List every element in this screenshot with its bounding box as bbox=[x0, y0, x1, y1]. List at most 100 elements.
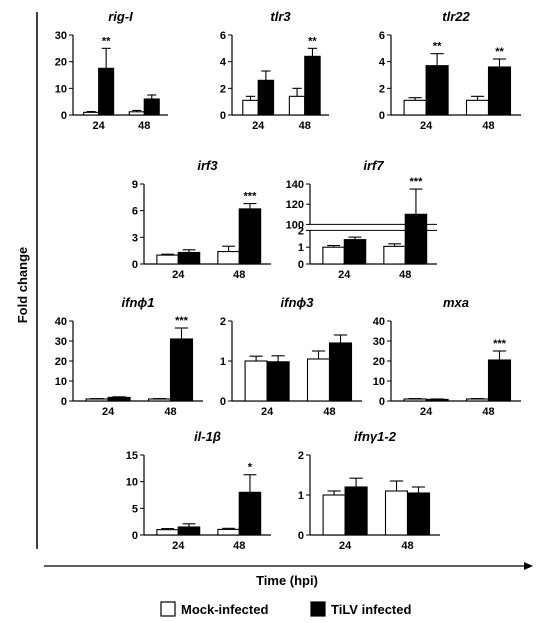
y-tick-label: 9 bbox=[132, 179, 138, 191]
bar-tilv bbox=[238, 208, 262, 265]
x-tick-label: 24 bbox=[261, 406, 274, 418]
bar-tilv bbox=[177, 251, 201, 265]
panel-1: rig-I 0 10 20 30 ** 24 48 bbox=[55, 9, 168, 132]
y-tick-label: 2 bbox=[220, 83, 226, 95]
x-tick-label: 24 bbox=[420, 406, 433, 418]
y-tick-label: 30 bbox=[373, 336, 385, 348]
panel-title: rig-I bbox=[108, 9, 133, 24]
panel-4: irf3 0 3 6 9 24 *** 48 bbox=[132, 158, 271, 281]
significance-label: ** bbox=[495, 46, 504, 58]
y-tick-label: 120 bbox=[286, 199, 304, 211]
y-tick-label: 2 bbox=[298, 225, 304, 237]
panel-title: tlr3 bbox=[270, 9, 291, 24]
bar-mock bbox=[384, 490, 409, 536]
y-tick-label: 10 bbox=[55, 83, 67, 95]
x-tick-label: 48 bbox=[299, 120, 311, 132]
bar-mock bbox=[465, 398, 490, 402]
panel-title: ifnϕ1 bbox=[122, 295, 155, 310]
bar-tilv bbox=[177, 526, 201, 536]
bar-tilv bbox=[425, 65, 449, 116]
y-tick-label: 6 bbox=[132, 206, 138, 218]
significance-label: *** bbox=[244, 191, 258, 203]
panel-title: irf7 bbox=[363, 158, 384, 173]
x-tick-label: 24 bbox=[338, 269, 351, 281]
overall-y-label: Fold change bbox=[15, 247, 30, 324]
bar-mock bbox=[383, 245, 406, 265]
bar-tilv bbox=[328, 342, 353, 402]
bar-mock bbox=[322, 494, 346, 536]
y-tick-label: 6 bbox=[379, 30, 385, 42]
panel-8: mxa 0 10 20 30 40 24 *** 48 bbox=[373, 295, 521, 418]
y-tick-label: 20 bbox=[55, 356, 67, 368]
y-tick-label: 1 bbox=[298, 242, 304, 254]
panel-title: ifnϕ3 bbox=[281, 295, 315, 310]
y-tick-label: 2 bbox=[379, 83, 385, 95]
bar-tilv bbox=[98, 67, 115, 116]
panel-6: ifnϕ1 0 10 20 30 40 24 *** 48 bbox=[55, 295, 203, 418]
significance-label: *** bbox=[410, 176, 424, 188]
bar-tilv bbox=[257, 79, 275, 116]
y-tick-label: 3 bbox=[132, 232, 138, 244]
bar-mock bbox=[83, 111, 100, 116]
y-tick-label: 0 bbox=[132, 259, 138, 271]
y-tick-label: 10 bbox=[55, 376, 67, 388]
x-tick-label: 24 bbox=[172, 540, 185, 552]
y-tick-label: 10 bbox=[126, 477, 138, 489]
x-tick-label: 48 bbox=[233, 269, 245, 281]
legend-swatch-mock bbox=[160, 601, 176, 617]
x-tick-label: 24 bbox=[102, 406, 115, 418]
significance-label: *** bbox=[175, 315, 189, 327]
bar-tilv bbox=[266, 361, 290, 402]
y-tick-label: 0 bbox=[298, 530, 304, 542]
y-tick-label: 0 bbox=[220, 110, 226, 122]
bar-mock bbox=[128, 111, 145, 116]
y-tick-label: 0 bbox=[132, 530, 138, 542]
x-tick-label: 48 bbox=[233, 540, 245, 552]
legend-label-mock: Mock-infected bbox=[181, 602, 268, 617]
y-tick-label: 0 bbox=[298, 259, 304, 271]
y-tick-label: 2 bbox=[298, 450, 304, 462]
bar-tilv bbox=[487, 359, 512, 402]
y-tick-label: 15 bbox=[126, 450, 138, 462]
y-tick-label: 1 bbox=[298, 490, 304, 502]
y-tick-label: 20 bbox=[373, 356, 385, 368]
bar-mock bbox=[403, 398, 427, 402]
time-arrow-head bbox=[524, 562, 533, 570]
bar-tilv bbox=[406, 492, 431, 536]
bar-tilv bbox=[143, 98, 160, 116]
x-tick-label: 48 bbox=[482, 120, 494, 132]
y-tick-label: 0 bbox=[379, 110, 385, 122]
panel-title: ifnγ1-2 bbox=[354, 429, 397, 444]
bar-mock bbox=[244, 360, 268, 402]
y-tick-label: 140 bbox=[286, 179, 304, 191]
bar-mock bbox=[147, 398, 172, 402]
significance-label: *** bbox=[493, 338, 507, 350]
bar-tilv bbox=[343, 239, 367, 265]
bar-tilv bbox=[304, 55, 321, 116]
panel-7: ifnϕ3 0 1 2 24 48 bbox=[220, 295, 362, 418]
x-tick-label: 48 bbox=[399, 269, 411, 281]
legend-label-tilv: TiLV infected bbox=[331, 602, 411, 617]
y-tick-label: 30 bbox=[55, 336, 67, 348]
y-tick-label: 40 bbox=[55, 316, 67, 328]
significance-label: ** bbox=[308, 35, 317, 47]
y-tick-label: 40 bbox=[373, 316, 385, 328]
y-tick-label: 1 bbox=[220, 356, 226, 368]
bar-mock bbox=[217, 528, 240, 536]
panel-title: tlr22 bbox=[442, 9, 470, 24]
x-tick-label: 24 bbox=[172, 269, 185, 281]
bar-tilv bbox=[238, 491, 262, 536]
bar-tilv bbox=[425, 398, 449, 402]
x-tick-label: 48 bbox=[138, 120, 150, 132]
x-tick-label: 48 bbox=[401, 540, 413, 552]
panel-10: ifnγ1-2 0 1 2 24 48 bbox=[298, 429, 440, 552]
bar-mock bbox=[306, 358, 331, 402]
bar-mock bbox=[288, 95, 306, 116]
bar-tilv bbox=[487, 66, 512, 116]
bar-tilv bbox=[344, 486, 368, 536]
bar-mock bbox=[322, 246, 345, 265]
